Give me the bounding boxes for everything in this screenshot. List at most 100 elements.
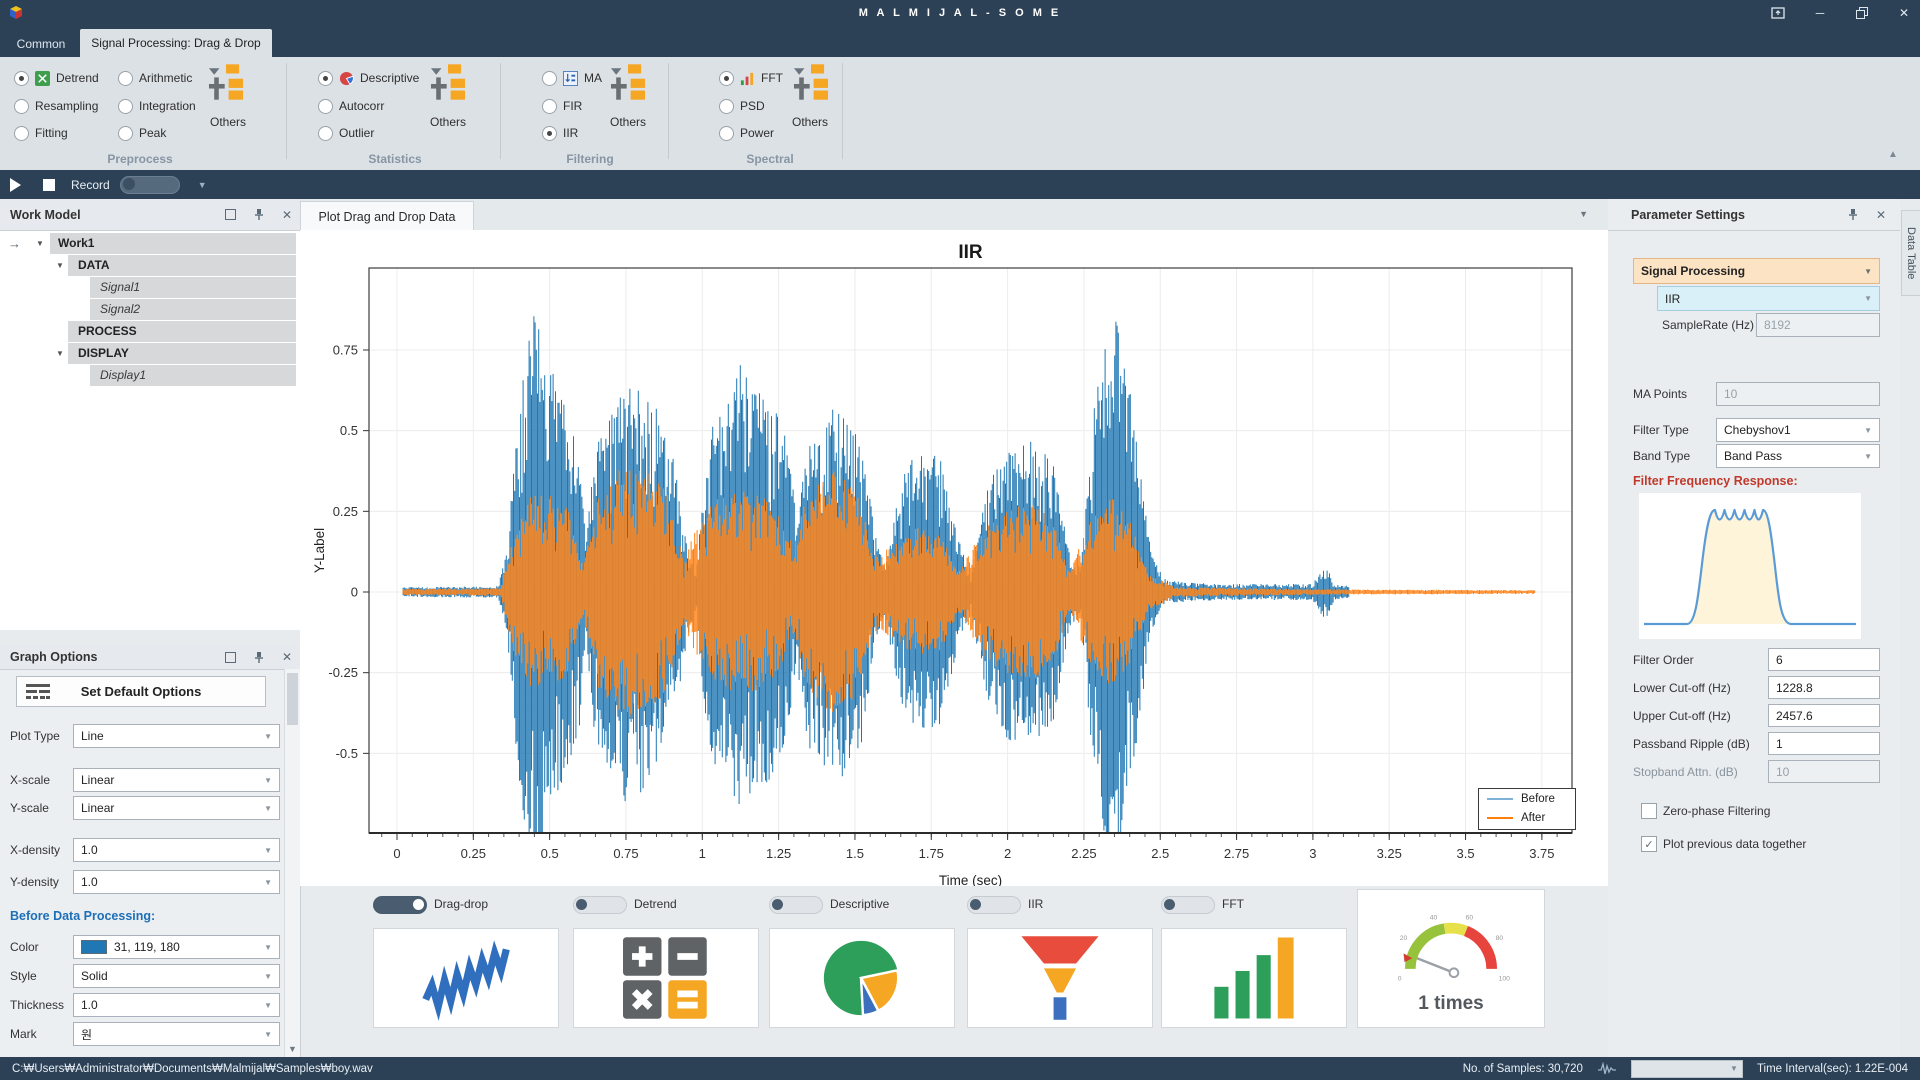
tree-row-data[interactable]: ▼ DATA bbox=[0, 255, 300, 276]
toggle-fft[interactable] bbox=[1161, 896, 1215, 914]
y-density-select[interactable]: 1.0 ▼ bbox=[73, 870, 280, 894]
tree-row-display[interactable]: ▼ DISPLAY bbox=[0, 343, 300, 364]
plot-previous-checkbox[interactable]: ✓ bbox=[1641, 836, 1657, 852]
tree-row-process[interactable]: PROCESS bbox=[0, 321, 300, 342]
ribbon-radio-iir[interactable]: IIR bbox=[542, 123, 578, 143]
pin-icon[interactable] bbox=[1848, 208, 1858, 221]
filter-order-input[interactable]: 6 bbox=[1768, 648, 1880, 671]
ribbon-radio-peak[interactable]: Peak bbox=[118, 123, 166, 143]
close-panel-icon[interactable]: ✕ bbox=[281, 207, 292, 222]
filter-type-select[interactable]: Chebyshov1 ▼ bbox=[1716, 418, 1880, 442]
card-descriptive[interactable] bbox=[769, 928, 955, 1028]
stopband-attn-input[interactable]: 10 bbox=[1768, 760, 1880, 783]
method-select[interactable]: IIR ▼ bbox=[1657, 286, 1880, 311]
card-iir[interactable] bbox=[967, 928, 1153, 1028]
ribbon-radio-psd[interactable]: PSD bbox=[719, 96, 765, 116]
tab-signal-processing[interactable]: Signal Processing: Drag & Drop bbox=[80, 29, 272, 57]
spectral-others[interactable]: Others bbox=[791, 115, 828, 129]
upper-cutoff-input[interactable]: 2457.6 bbox=[1768, 704, 1880, 727]
radio-icon[interactable] bbox=[542, 70, 557, 86]
scroll-down-icon[interactable]: ▼ bbox=[288, 1044, 297, 1054]
radio-selected-icon[interactable] bbox=[542, 125, 557, 141]
y-scale-select[interactable]: Linear ▼ bbox=[73, 796, 280, 820]
dock-window-icon[interactable] bbox=[1770, 5, 1786, 21]
status-dropdown[interactable]: ▼ bbox=[1630, 1059, 1743, 1078]
scrollbar[interactable]: ▼ bbox=[284, 669, 300, 1057]
card-detrend[interactable] bbox=[573, 928, 759, 1028]
play-button[interactable] bbox=[10, 177, 21, 192]
card-gauge[interactable]: 0 20 40 60 80 100 1 times bbox=[1357, 889, 1545, 1028]
ribbon-radio-autocorr[interactable]: Autocorr bbox=[318, 96, 384, 116]
plot-document-tab[interactable]: Plot Drag and Drop Data bbox=[300, 201, 474, 231]
close-panel-icon[interactable]: ✕ bbox=[1875, 207, 1886, 222]
toggle-drag-drop[interactable] bbox=[373, 896, 427, 914]
tree-row-display1[interactable]: Display1 bbox=[0, 365, 300, 386]
chevron-down-icon[interactable]: ▼ bbox=[36, 239, 44, 248]
radio-icon[interactable] bbox=[318, 125, 333, 141]
data-table-side-tab[interactable]: Data Table bbox=[1901, 210, 1920, 296]
radio-icon[interactable] bbox=[542, 98, 557, 114]
others-dropdown-icon[interactable] bbox=[608, 63, 648, 101]
ribbon-radio-fft[interactable]: FFT bbox=[719, 68, 783, 88]
toggle-detrend[interactable] bbox=[573, 896, 627, 914]
close-panel-icon[interactable]: ✕ bbox=[281, 650, 292, 664]
chevron-down-icon[interactable]: ▼ bbox=[56, 261, 64, 270]
pin-icon[interactable] bbox=[254, 208, 264, 221]
thickness-select[interactable]: 1.0 ▼ bbox=[73, 993, 280, 1017]
maximize-panel-icon[interactable] bbox=[224, 209, 236, 220]
category-select[interactable]: Signal Processing ▼ bbox=[1633, 258, 1880, 284]
card-fft[interactable] bbox=[1161, 928, 1347, 1028]
ma-points-input[interactable]: 10 bbox=[1716, 382, 1880, 406]
plot-canvas[interactable]: 0 0.25 0.5 0.75 1 1.25 1.5 1.75 2 2.25 2.5 2.75 3 3.2… bbox=[300, 230, 1608, 888]
radio-icon[interactable] bbox=[318, 98, 333, 114]
ribbon-radio-fir[interactable]: FIR bbox=[542, 96, 582, 116]
radio-icon[interactable] bbox=[719, 98, 734, 114]
close-button[interactable]: ✕ bbox=[1898, 6, 1910, 20]
lower-cutoff-input[interactable]: 1228.8 bbox=[1768, 676, 1880, 699]
passband-ripple-input[interactable]: 1 bbox=[1768, 732, 1880, 755]
maximize-panel-icon[interactable] bbox=[224, 651, 236, 663]
set-default-options-button[interactable]: Set Default Options bbox=[16, 676, 266, 707]
statistics-others[interactable]: Others bbox=[429, 115, 466, 129]
x-density-select[interactable]: 1.0 ▼ bbox=[73, 838, 280, 862]
scrollbar-thumb[interactable] bbox=[287, 673, 298, 725]
ribbon-radio-arithmetic[interactable]: Arithmetic bbox=[118, 68, 192, 88]
pin-icon[interactable] bbox=[254, 651, 264, 664]
record-dropdown-icon[interactable]: ▼ bbox=[197, 179, 207, 190]
ribbon-radio-resampling[interactable]: Resampling bbox=[14, 96, 98, 116]
restore-button[interactable] bbox=[1854, 5, 1870, 21]
color-select[interactable]: 31, 119, 180 ▼ bbox=[73, 935, 280, 959]
plot-type-select[interactable]: Line ▼ bbox=[73, 724, 280, 748]
tree-row-signal2[interactable]: Signal2 bbox=[0, 299, 300, 320]
collapse-ribbon-icon[interactable]: ▲ bbox=[1888, 149, 1898, 160]
radio-icon[interactable] bbox=[118, 70, 133, 86]
ribbon-radio-fitting[interactable]: Fitting bbox=[14, 123, 68, 143]
style-select[interactable]: Solid ▼ bbox=[73, 964, 280, 988]
preprocess-others[interactable]: Others bbox=[209, 115, 246, 129]
others-dropdown-icon[interactable] bbox=[791, 63, 831, 101]
ribbon-radio-integration[interactable]: Integration bbox=[118, 96, 196, 116]
sample-rate-input[interactable]: 8192 bbox=[1756, 313, 1880, 337]
mark-select[interactable]: 원 ▼ bbox=[73, 1022, 280, 1046]
filtering-others[interactable]: Others bbox=[609, 115, 646, 129]
radio-icon[interactable] bbox=[118, 98, 133, 114]
radio-selected-icon[interactable] bbox=[719, 70, 734, 86]
radio-icon[interactable] bbox=[719, 125, 734, 141]
tree-row-signal1[interactable]: Signal1 bbox=[0, 277, 300, 298]
others-dropdown-icon[interactable] bbox=[206, 63, 246, 101]
ribbon-radio-outlier[interactable]: Outlier bbox=[318, 123, 374, 143]
ribbon-radio-ma[interactable]: MA bbox=[542, 68, 602, 88]
zero-phase-checkbox[interactable] bbox=[1641, 803, 1657, 819]
tab-list-dropdown-icon[interactable]: ▼ bbox=[1579, 209, 1588, 219]
ribbon-radio-descriptive[interactable]: Descriptive bbox=[318, 68, 419, 88]
radio-icon[interactable] bbox=[14, 125, 29, 141]
radio-selected-icon[interactable] bbox=[318, 70, 333, 86]
band-type-select[interactable]: Band Pass ▼ bbox=[1716, 444, 1880, 468]
x-scale-select[interactable]: Linear ▼ bbox=[73, 768, 280, 792]
toggle-iir[interactable] bbox=[967, 896, 1021, 914]
others-dropdown-icon[interactable] bbox=[428, 63, 468, 101]
tree-row-work1[interactable]: → ▼ Work1 bbox=[0, 233, 300, 254]
stop-button[interactable] bbox=[43, 178, 55, 191]
record-toggle[interactable] bbox=[119, 175, 180, 194]
minimize-button[interactable]: ─ bbox=[1815, 6, 1825, 20]
